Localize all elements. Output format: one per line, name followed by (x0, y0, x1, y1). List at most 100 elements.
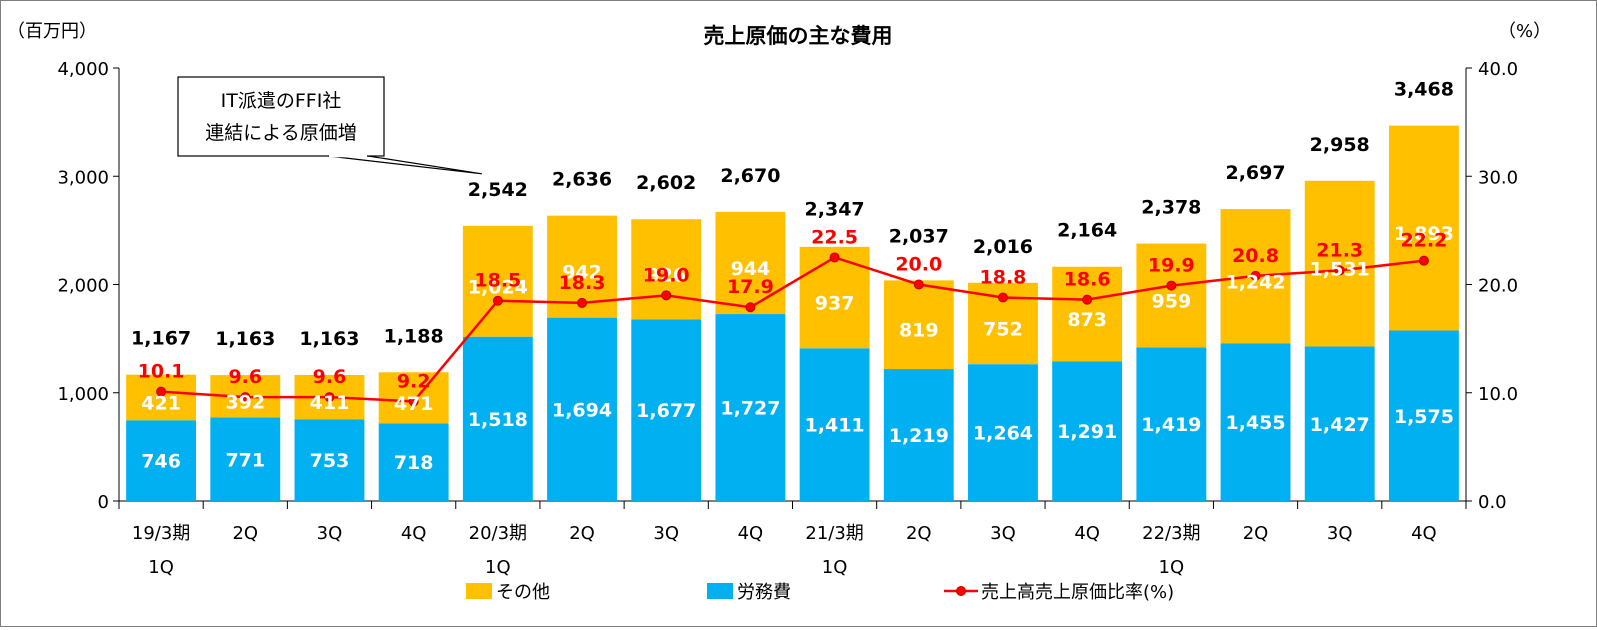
ratio-label: 22.5 (811, 226, 858, 248)
callout-text: 連結による原価増 (205, 122, 356, 144)
bar-labor-label: 746 (141, 451, 181, 473)
ratio-label: 18.6 (1064, 269, 1111, 291)
bar-labor-label: 718 (394, 452, 434, 474)
legend-swatch-marker (956, 586, 966, 596)
ratio-label: 10.1 (138, 361, 185, 383)
x-tick-label: 3Q (653, 523, 679, 544)
bar-other (715, 211, 786, 315)
ratio-point (661, 290, 672, 301)
bar-other-label: 959 (1152, 290, 1192, 312)
bar-labor-label: 1,677 (636, 400, 696, 422)
ratio-label: 18.5 (474, 270, 521, 292)
bar-other-label: 1,024 (468, 276, 528, 298)
bar-other-label: 1,531 (1310, 259, 1370, 281)
ratio-label: 19.9 (1148, 255, 1195, 277)
bar-labor (1136, 347, 1207, 501)
bar-labor (1304, 346, 1375, 501)
legend-swatch-box (707, 583, 733, 599)
ratio-point (1250, 270, 1261, 281)
ratio-label: 22.2 (1400, 230, 1447, 252)
bar-labor (547, 317, 617, 501)
ratio-line (161, 256, 1425, 403)
bar-other-label: 926 (646, 264, 686, 286)
ratio-point (829, 252, 840, 263)
bar-labor (294, 419, 365, 501)
bar-other (462, 225, 533, 337)
callout-pointer (327, 155, 482, 175)
ratio-point (1334, 265, 1345, 276)
x-tick-label: 1Q (822, 557, 848, 578)
bar-other (631, 219, 702, 320)
left-axis-unit: （百万円） (7, 21, 97, 42)
axes: 0 1,000 2,000 3,000 4,000 0.0 10.0 20.0 30.0 40.0… (57, 59, 1518, 578)
bar-other-label: 471 (394, 393, 434, 415)
bar-other-label: 873 (1067, 309, 1107, 331)
ratio-label: 18.3 (559, 272, 606, 294)
bar-total-label: 1,163 (299, 328, 359, 350)
ratio-label: 20.8 (1232, 245, 1279, 267)
ratio-point (240, 392, 251, 403)
ratio-point (577, 297, 588, 308)
x-tick-label: 19/3期 (132, 523, 190, 544)
x-tick-label: 20/3期 (469, 523, 527, 544)
ratio-point (408, 396, 419, 407)
bar-labor-label: 1,291 (1057, 421, 1117, 443)
bar-total-label: 2,347 (805, 198, 865, 220)
x-tick-label: 3Q (990, 523, 1016, 544)
ratio-label: 21.3 (1316, 239, 1363, 261)
bar-labor-label: 1,264 (973, 423, 1033, 445)
bar-other-label: 411 (310, 392, 350, 414)
ratio-point (1082, 294, 1093, 305)
bar-labor (883, 369, 954, 501)
ratio-point (745, 302, 756, 313)
right-tick-label: 40.0 (1478, 59, 1518, 80)
x-tick-label: 1Q (485, 557, 511, 578)
legend-label: 売上高売上原価比率(%) (981, 582, 1174, 603)
ratio-point (1418, 255, 1429, 266)
bar-labor (210, 417, 281, 501)
bar-total-label: 1,163 (215, 328, 275, 350)
bar-other (1136, 243, 1207, 348)
bar-labor (968, 364, 1038, 501)
x-tick-label: 2Q (232, 523, 258, 544)
bar-total-label: 2,378 (1141, 197, 1201, 219)
chart-title: 売上原価の主な費用 (704, 24, 893, 48)
bar-labor-label: 1,219 (889, 425, 949, 447)
x-tick-label: 3Q (317, 523, 343, 544)
bar-labor-label: 1,694 (552, 399, 612, 421)
left-tick-label: 1,000 (57, 384, 109, 405)
ratio-point (156, 386, 167, 397)
bar-labor (126, 420, 197, 501)
bar-labor (631, 319, 702, 501)
ratio-label: 19.0 (643, 264, 690, 286)
legend: その他 労務費 売上高売上原価比率(%) (466, 582, 1174, 603)
bar-other-label: 942 (562, 262, 602, 284)
x-tick-label: 22/3期 (1142, 523, 1200, 544)
right-axis-unit: （%） (1498, 21, 1551, 42)
x-tick-label: 4Q (1411, 523, 1437, 544)
bar-labor (378, 423, 449, 501)
bar-labor-label: 1,411 (805, 415, 865, 437)
bar-total-label: 2,670 (720, 165, 780, 187)
x-tick-label: 3Q (1327, 523, 1353, 544)
left-tick-label: 4,000 (57, 59, 109, 80)
right-tick-label: 10.0 (1478, 384, 1518, 405)
bar-other-label: 752 (983, 318, 1023, 340)
bar-other-label: 1,242 (1225, 271, 1285, 293)
bar-total-label: 2,016 (973, 236, 1033, 258)
bar-other (1388, 125, 1459, 331)
bar-labor (1220, 343, 1291, 501)
x-tick-label: 4Q (1074, 523, 1100, 544)
ratio-point (324, 392, 335, 403)
ratio-point (492, 295, 503, 306)
x-tick-label: 2Q (569, 523, 595, 544)
ratio-label: 9.6 (313, 366, 347, 388)
legend-label: その他 (496, 582, 550, 603)
bar-labor-label: 771 (225, 449, 265, 471)
callout-text: IT派遣のFFI社 (221, 90, 342, 112)
data-label-layer: 746 421 1,167 771 392 1,163 753 411 1,163 718 471 1… (131, 79, 1454, 475)
left-tick-label: 0 (98, 492, 109, 513)
bar-labor-label: 753 (310, 450, 350, 472)
bar-labor (715, 314, 786, 501)
